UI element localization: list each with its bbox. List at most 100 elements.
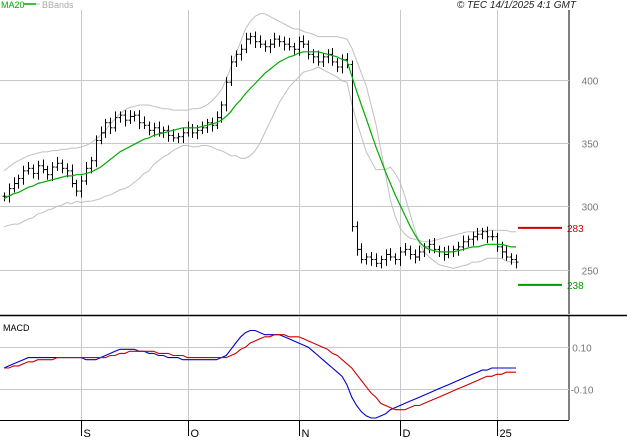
grid-layer (0, 10, 569, 436)
price-bar (393, 253, 398, 265)
price-bar (369, 251, 374, 266)
price-tick-label: 400 (582, 77, 599, 88)
price-bar (239, 44, 244, 61)
price-bar (316, 50, 321, 66)
macd-tick-label: -0.10 (571, 386, 594, 397)
ma-legend-label: MA20 (1, 0, 25, 10)
price-bar (137, 110, 142, 130)
price-bar (272, 32, 277, 48)
price-bar (21, 165, 26, 185)
price-bar (263, 40, 268, 52)
price-bar (495, 232, 500, 252)
price-bar (166, 125, 171, 142)
price-bar (60, 159, 65, 174)
price-bar (41, 159, 46, 174)
price-tick-label: 300 (582, 203, 599, 214)
price-bar (132, 111, 137, 122)
price-bar (335, 58, 340, 73)
price-bar (205, 118, 210, 133)
price-bar (485, 226, 490, 244)
price-bar (466, 235, 471, 247)
price-bar (287, 37, 292, 51)
price-bar (16, 174, 21, 189)
price-bar (427, 239, 432, 254)
price-bar (330, 48, 335, 66)
price-bar (514, 254, 519, 269)
price-bar (326, 49, 331, 64)
price-bar (364, 253, 369, 265)
price-bar (384, 249, 389, 266)
macd-panel-label: MACD (3, 323, 30, 333)
price-bar (417, 245, 422, 261)
price-bar (31, 164, 36, 179)
price-bar (355, 221, 360, 256)
price-bar (94, 135, 99, 168)
price-bar (113, 111, 118, 132)
price-bar (234, 50, 239, 67)
ma20-line (3, 51, 516, 253)
price-bar (128, 110, 133, 124)
x-tick-label: O (191, 428, 200, 440)
price-bar (340, 54, 345, 74)
price-bar (176, 132, 181, 143)
price-bar (253, 31, 258, 48)
price-bar (480, 227, 485, 240)
price-bar (398, 246, 403, 266)
price-bar (277, 35, 282, 47)
price-bar (461, 235, 466, 251)
chart-credit: © TEC 14/1/2025 4:1 GMT (457, 0, 577, 11)
price-bar (190, 124, 195, 138)
price-bar (350, 60, 355, 232)
price-bar (258, 35, 263, 48)
price-bar (181, 127, 186, 143)
macd-tick-label: 0.10 (572, 344, 592, 355)
price-bar (50, 162, 55, 181)
price-bar (268, 39, 273, 54)
price-bar (118, 111, 123, 123)
x-tick-label: D (403, 428, 411, 440)
price-bar (55, 156, 60, 171)
price-bar (471, 231, 476, 246)
price-bar (215, 111, 220, 130)
bollinger-bands (3, 13, 516, 269)
price-bar (200, 121, 205, 135)
price-bars (2, 31, 519, 269)
price-tick-label: 250 (582, 267, 599, 278)
price-bar (292, 42, 297, 55)
price-bar (413, 249, 418, 264)
price-bar (36, 160, 41, 180)
price-bar (74, 179, 79, 197)
price-bar (244, 32, 249, 54)
price-bar (248, 32, 253, 45)
price-bar (26, 162, 31, 175)
price-bar (374, 253, 379, 268)
price-bar (152, 122, 157, 137)
price-bar (2, 192, 7, 202)
axis-labels: 250 300 350 400 0.10 -0.10 S O N D 25 (84, 77, 599, 440)
price-bar (509, 253, 514, 265)
price-bar (504, 245, 509, 261)
bb-upper-line (3, 13, 516, 243)
price-bar (45, 165, 50, 180)
price-bar (490, 230, 495, 241)
price-bar (142, 116, 147, 130)
moving-average (3, 51, 516, 253)
price-bar (103, 118, 108, 138)
price-bar (79, 175, 84, 198)
resistance-level-label: 283 (567, 224, 584, 235)
price-bar (99, 126, 104, 145)
price-bar (388, 248, 393, 261)
price-bar (359, 243, 364, 264)
price-bar (12, 177, 17, 193)
price-bar (147, 121, 152, 136)
price-bar (321, 53, 326, 67)
macd-lines (3, 329, 516, 419)
price-bar (379, 255, 384, 269)
x-tick-label: N (302, 428, 310, 440)
price-bar (456, 241, 461, 256)
price-bar (123, 110, 128, 127)
price-bar (65, 163, 70, 178)
price-bar (210, 117, 215, 132)
price-bar (171, 129, 176, 142)
